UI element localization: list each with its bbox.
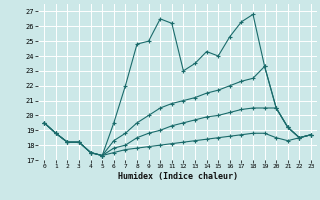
X-axis label: Humidex (Indice chaleur): Humidex (Indice chaleur) (118, 172, 238, 181)
